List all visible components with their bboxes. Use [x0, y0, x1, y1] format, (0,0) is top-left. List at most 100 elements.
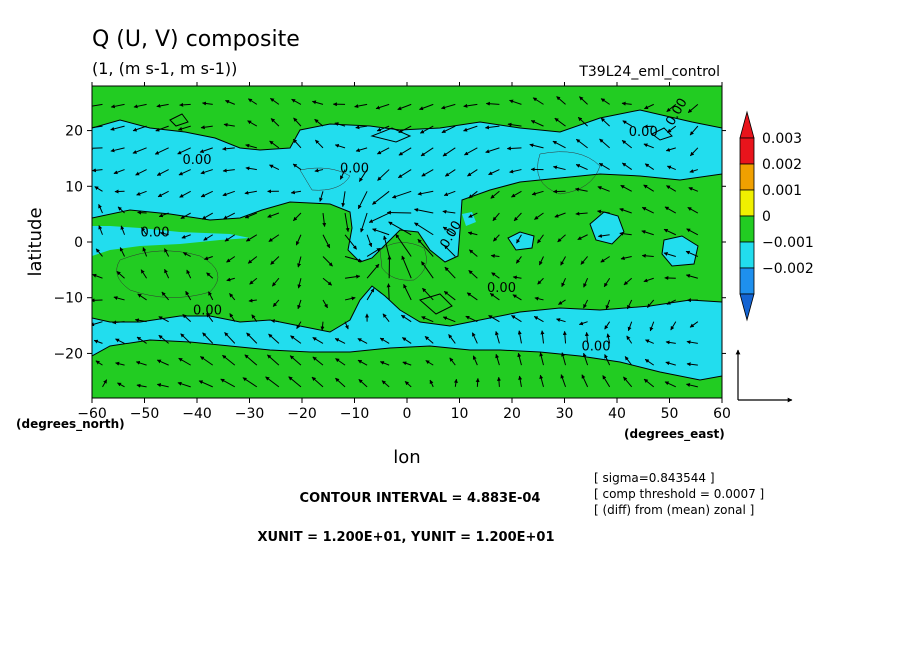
- negative-island-3: [662, 236, 698, 266]
- wind-vector: [94, 186, 103, 192]
- wind-vector: [467, 231, 478, 236]
- wind-vector: [376, 125, 390, 132]
- wind-vector: [366, 247, 381, 257]
- wind-vector: [687, 206, 699, 214]
- wind-vector: [292, 163, 302, 170]
- wind-vector: [561, 352, 567, 366]
- wind-vector: [685, 274, 698, 279]
- colorbar-label: −0.002: [762, 261, 814, 277]
- wind-vector: [222, 146, 235, 151]
- wind-vector: [334, 122, 346, 127]
- wind-vector: [247, 256, 258, 264]
- wind-vector: [666, 165, 676, 171]
- wind-vector: [344, 212, 350, 233]
- wind-vector: [142, 247, 148, 257]
- colorbar-lower-triangle: [739, 293, 755, 322]
- wind-vector: [664, 381, 677, 388]
- wind-vector: [366, 288, 375, 301]
- wind-vector: [220, 378, 236, 388]
- wind-vector: [158, 316, 169, 323]
- wind-vector: [688, 187, 699, 192]
- wind-vector: [643, 124, 654, 129]
- wind-vector: [397, 103, 412, 111]
- wind-vector: [518, 375, 523, 387]
- wind-vector: [537, 234, 544, 244]
- x-tick-label: 10: [451, 406, 469, 422]
- wind-vector: [560, 374, 567, 388]
- wind-vector: [442, 147, 456, 157]
- wind-vector: [605, 299, 611, 310]
- wind-vector: [293, 117, 302, 127]
- wind-vector: [379, 337, 390, 344]
- wind-vector: [334, 338, 346, 344]
- wind-vector: [401, 255, 412, 279]
- wind-vector: [554, 117, 566, 127]
- wind-vector: [156, 359, 169, 366]
- wind-vector: [270, 118, 280, 127]
- wind-vector: [98, 204, 103, 214]
- wind-vector: [248, 298, 257, 303]
- wind-vector: [664, 206, 677, 214]
- wind-vector: [110, 103, 125, 109]
- wind-vector: [341, 191, 346, 208]
- wind-vector: [472, 355, 478, 366]
- wind-vector: [322, 256, 333, 267]
- wind-vector: [686, 362, 698, 367]
- x-tick-label: 50: [661, 406, 679, 422]
- x-axis: −60 −50 −40 −30 −20 −10 0 10 20 30 40 50 60: [77, 82, 731, 422]
- wind-vector: [534, 212, 544, 220]
- wind-vector: [646, 299, 655, 308]
- wind-vector: [627, 321, 633, 332]
- wind-vector: [644, 103, 654, 110]
- wind-vector: [509, 169, 522, 174]
- wind-vector: [245, 234, 258, 242]
- wind-vector: [448, 334, 456, 344]
- contour-value-label: 0.00: [141, 225, 170, 240]
- note-diff: [ (diff) from (mean) zonal ]: [594, 503, 754, 517]
- wind-vector: [265, 376, 280, 388]
- x-tick-label: 60: [713, 406, 731, 422]
- wind-vector: [297, 299, 302, 310]
- wind-vector: [517, 330, 522, 344]
- wind-vector: [602, 375, 611, 388]
- wind-vector: [516, 234, 522, 244]
- wind-vector: [137, 210, 147, 215]
- plot-area: 0.000.000.00 0.000.000.000.000.000.00: [92, 86, 722, 398]
- wind-vector: [133, 103, 147, 109]
- wind-vector: [643, 378, 655, 388]
- wind-vector: [485, 147, 500, 154]
- wind-vector: [203, 256, 213, 261]
- x-tick-label: −20: [287, 406, 317, 422]
- wind-vector: [311, 100, 324, 105]
- wind-vector: [621, 101, 632, 106]
- wind-vector: [135, 169, 147, 176]
- colorbar-label: −0.001: [762, 235, 814, 251]
- wind-vector: [597, 186, 610, 192]
- wind-vector: [366, 263, 380, 279]
- wind-vector: [200, 190, 213, 198]
- colorbar-label: 0.001: [762, 183, 802, 199]
- wind-vector: [245, 166, 257, 171]
- wind-vector: [398, 125, 412, 134]
- y-tick-label: −10: [53, 291, 83, 307]
- wind-vector: [182, 314, 192, 323]
- wind-vector: [624, 356, 633, 366]
- colorbar: 0.003 0.002 0.001 0 −0.001 −0.002: [739, 110, 814, 322]
- reference-vector: [735, 349, 793, 403]
- wind-vector: [670, 321, 677, 331]
- wind-vector: [222, 168, 235, 173]
- wind-vector: [112, 320, 125, 325]
- wind-vector: [386, 210, 412, 215]
- wind-vector: [140, 269, 148, 279]
- wind-vector: [312, 336, 324, 344]
- wind-vector: [178, 169, 191, 176]
- wind-vector: [417, 238, 434, 257]
- colorbar-swatch: [739, 215, 755, 243]
- wind-vector: [666, 299, 677, 305]
- wind-vector: [490, 190, 500, 199]
- wind-vector: [181, 234, 191, 239]
- wind-vector: [156, 383, 169, 388]
- wind-vector: [157, 190, 169, 198]
- wind-vector: [200, 356, 214, 366]
- wind-vector: [161, 291, 170, 301]
